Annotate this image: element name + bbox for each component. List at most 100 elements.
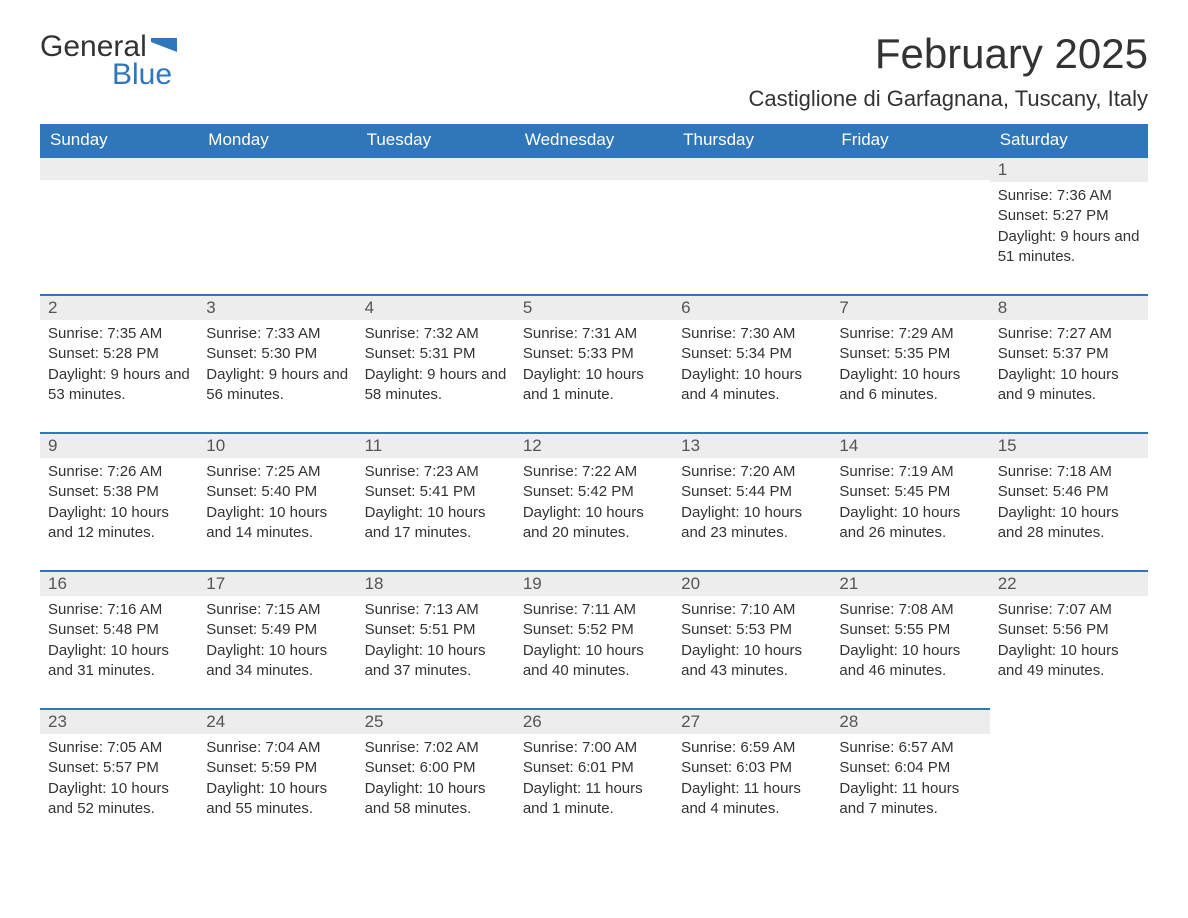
day-details: Sunrise: 7:05 AMSunset: 5:57 PMDaylight:… bbox=[40, 734, 198, 827]
day-sunrise: Sunrise: 7:22 AM bbox=[523, 462, 665, 482]
day-daylight: Daylight: 11 hours and 7 minutes. bbox=[839, 779, 981, 820]
calendar-empty-cell bbox=[990, 708, 1148, 846]
day-sunset: Sunset: 5:59 PM bbox=[206, 758, 348, 778]
calendar-empty-cell bbox=[198, 156, 356, 294]
day-daylight: Daylight: 10 hours and 49 minutes. bbox=[998, 641, 1140, 682]
day-number: 22 bbox=[990, 570, 1148, 596]
calendar-header-row: SundayMondayTuesdayWednesdayThursdayFrid… bbox=[40, 124, 1148, 156]
day-number: 3 bbox=[198, 294, 356, 320]
day-daylight: Daylight: 11 hours and 4 minutes. bbox=[681, 779, 823, 820]
day-sunset: Sunset: 6:00 PM bbox=[365, 758, 507, 778]
day-daylight: Daylight: 9 hours and 56 minutes. bbox=[206, 365, 348, 406]
day-sunset: Sunset: 5:38 PM bbox=[48, 482, 190, 502]
day-sunset: Sunset: 5:52 PM bbox=[523, 620, 665, 640]
calendar-day-cell: 14Sunrise: 7:19 AMSunset: 5:45 PMDayligh… bbox=[831, 432, 989, 570]
day-details: Sunrise: 7:11 AMSunset: 5:52 PMDaylight:… bbox=[515, 596, 673, 689]
day-sunrise: Sunrise: 7:23 AM bbox=[365, 462, 507, 482]
day-sunrise: Sunrise: 7:30 AM bbox=[681, 324, 823, 344]
day-number: 1 bbox=[990, 156, 1148, 182]
day-daylight: Daylight: 10 hours and 43 minutes. bbox=[681, 641, 823, 682]
day-daylight: Daylight: 10 hours and 34 minutes. bbox=[206, 641, 348, 682]
day-sunset: Sunset: 5:49 PM bbox=[206, 620, 348, 640]
day-sunrise: Sunrise: 7:29 AM bbox=[839, 324, 981, 344]
day-daylight: Daylight: 11 hours and 1 minute. bbox=[523, 779, 665, 820]
day-details: Sunrise: 7:08 AMSunset: 5:55 PMDaylight:… bbox=[831, 596, 989, 689]
day-details: Sunrise: 7:23 AMSunset: 5:41 PMDaylight:… bbox=[357, 458, 515, 551]
calendar-day-cell: 18Sunrise: 7:13 AMSunset: 5:51 PMDayligh… bbox=[357, 570, 515, 708]
calendar-empty-cell bbox=[40, 156, 198, 294]
brand-logo: General Blue bbox=[40, 30, 177, 92]
day-daylight: Daylight: 10 hours and 55 minutes. bbox=[206, 779, 348, 820]
day-details: Sunrise: 7:25 AMSunset: 5:40 PMDaylight:… bbox=[198, 458, 356, 551]
day-details: Sunrise: 7:30 AMSunset: 5:34 PMDaylight:… bbox=[673, 320, 831, 413]
day-details: Sunrise: 7:32 AMSunset: 5:31 PMDaylight:… bbox=[357, 320, 515, 413]
day-details: Sunrise: 7:18 AMSunset: 5:46 PMDaylight:… bbox=[990, 458, 1148, 551]
day-details: Sunrise: 7:33 AMSunset: 5:30 PMDaylight:… bbox=[198, 320, 356, 413]
empty-day-bar bbox=[357, 156, 515, 180]
day-number: 14 bbox=[831, 432, 989, 458]
day-details: Sunrise: 7:19 AMSunset: 5:45 PMDaylight:… bbox=[831, 458, 989, 551]
calendar-day-cell: 15Sunrise: 7:18 AMSunset: 5:46 PMDayligh… bbox=[990, 432, 1148, 570]
day-details: Sunrise: 7:07 AMSunset: 5:56 PMDaylight:… bbox=[990, 596, 1148, 689]
day-number: 20 bbox=[673, 570, 831, 596]
day-sunset: Sunset: 5:56 PM bbox=[998, 620, 1140, 640]
weekday-header: Wednesday bbox=[515, 124, 673, 156]
day-number: 12 bbox=[515, 432, 673, 458]
calendar-week-row: 16Sunrise: 7:16 AMSunset: 5:48 PMDayligh… bbox=[40, 570, 1148, 708]
calendar-week-row: 2Sunrise: 7:35 AMSunset: 5:28 PMDaylight… bbox=[40, 294, 1148, 432]
day-number: 25 bbox=[357, 708, 515, 734]
day-sunrise: Sunrise: 7:25 AM bbox=[206, 462, 348, 482]
weekday-header: Friday bbox=[831, 124, 989, 156]
calendar-day-cell: 5Sunrise: 7:31 AMSunset: 5:33 PMDaylight… bbox=[515, 294, 673, 432]
day-sunrise: Sunrise: 7:26 AM bbox=[48, 462, 190, 482]
day-details: Sunrise: 7:00 AMSunset: 6:01 PMDaylight:… bbox=[515, 734, 673, 827]
day-sunrise: Sunrise: 7:05 AM bbox=[48, 738, 190, 758]
day-details: Sunrise: 7:22 AMSunset: 5:42 PMDaylight:… bbox=[515, 458, 673, 551]
weekday-header: Saturday bbox=[990, 124, 1148, 156]
calendar-day-cell: 4Sunrise: 7:32 AMSunset: 5:31 PMDaylight… bbox=[357, 294, 515, 432]
day-number: 13 bbox=[673, 432, 831, 458]
day-daylight: Daylight: 10 hours and 20 minutes. bbox=[523, 503, 665, 544]
empty-day-bar bbox=[40, 156, 198, 180]
calendar-day-cell: 3Sunrise: 7:33 AMSunset: 5:30 PMDaylight… bbox=[198, 294, 356, 432]
day-number: 10 bbox=[198, 432, 356, 458]
flag-icon bbox=[151, 38, 177, 56]
day-sunset: Sunset: 5:31 PM bbox=[365, 344, 507, 364]
day-daylight: Daylight: 10 hours and 9 minutes. bbox=[998, 365, 1140, 406]
day-sunset: Sunset: 5:46 PM bbox=[998, 482, 1140, 502]
calendar-empty-cell bbox=[831, 156, 989, 294]
day-daylight: Daylight: 10 hours and 28 minutes. bbox=[998, 503, 1140, 544]
day-sunrise: Sunrise: 6:59 AM bbox=[681, 738, 823, 758]
day-sunset: Sunset: 5:41 PM bbox=[365, 482, 507, 502]
day-number: 8 bbox=[990, 294, 1148, 320]
day-details: Sunrise: 7:35 AMSunset: 5:28 PMDaylight:… bbox=[40, 320, 198, 413]
day-sunrise: Sunrise: 7:31 AM bbox=[523, 324, 665, 344]
calendar-day-cell: 25Sunrise: 7:02 AMSunset: 6:00 PMDayligh… bbox=[357, 708, 515, 846]
calendar-day-cell: 12Sunrise: 7:22 AMSunset: 5:42 PMDayligh… bbox=[515, 432, 673, 570]
day-details: Sunrise: 7:29 AMSunset: 5:35 PMDaylight:… bbox=[831, 320, 989, 413]
day-daylight: Daylight: 10 hours and 26 minutes. bbox=[839, 503, 981, 544]
day-sunrise: Sunrise: 7:19 AM bbox=[839, 462, 981, 482]
day-sunrise: Sunrise: 7:16 AM bbox=[48, 600, 190, 620]
day-sunset: Sunset: 5:35 PM bbox=[839, 344, 981, 364]
day-details: Sunrise: 7:27 AMSunset: 5:37 PMDaylight:… bbox=[990, 320, 1148, 413]
day-details: Sunrise: 7:10 AMSunset: 5:53 PMDaylight:… bbox=[673, 596, 831, 689]
day-details: Sunrise: 7:13 AMSunset: 5:51 PMDaylight:… bbox=[357, 596, 515, 689]
day-daylight: Daylight: 10 hours and 31 minutes. bbox=[48, 641, 190, 682]
day-daylight: Daylight: 9 hours and 58 minutes. bbox=[365, 365, 507, 406]
page-header: General Blue February 2025 Castiglione d… bbox=[40, 30, 1148, 112]
empty-day-bar bbox=[515, 156, 673, 180]
day-daylight: Daylight: 9 hours and 53 minutes. bbox=[48, 365, 190, 406]
calendar-table: SundayMondayTuesdayWednesdayThursdayFrid… bbox=[40, 124, 1148, 846]
logo-word-blue: Blue bbox=[112, 58, 177, 92]
day-number: 23 bbox=[40, 708, 198, 734]
day-sunrise: Sunrise: 7:35 AM bbox=[48, 324, 190, 344]
day-daylight: Daylight: 10 hours and 4 minutes. bbox=[681, 365, 823, 406]
calendar-body: 1Sunrise: 7:36 AMSunset: 5:27 PMDaylight… bbox=[40, 156, 1148, 846]
day-number: 15 bbox=[990, 432, 1148, 458]
calendar-day-cell: 28Sunrise: 6:57 AMSunset: 6:04 PMDayligh… bbox=[831, 708, 989, 846]
calendar-day-cell: 7Sunrise: 7:29 AMSunset: 5:35 PMDaylight… bbox=[831, 294, 989, 432]
day-sunset: Sunset: 5:40 PM bbox=[206, 482, 348, 502]
day-daylight: Daylight: 10 hours and 58 minutes. bbox=[365, 779, 507, 820]
day-sunset: Sunset: 5:42 PM bbox=[523, 482, 665, 502]
